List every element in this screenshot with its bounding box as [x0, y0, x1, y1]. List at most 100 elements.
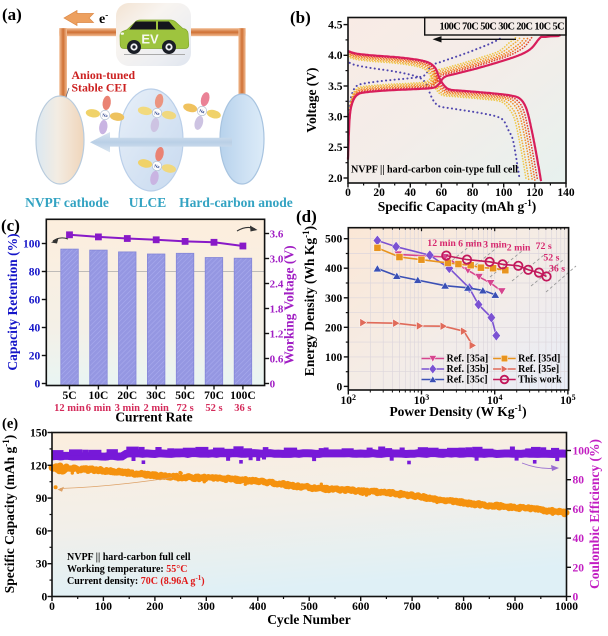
svg-text:2 min: 2 min [507, 243, 531, 254]
svg-text:Energy Density (Wh Kg-1): Energy Density (Wh Kg-1) [301, 226, 317, 376]
svg-text:Ref. [35d]: Ref. [35d] [518, 354, 560, 365]
svg-text:ULCE: ULCE [129, 195, 167, 210]
svg-text:1.2: 1.2 [270, 329, 284, 341]
svg-text:(d): (d) [296, 207, 317, 226]
svg-text:Specific Capacity (mAh g-1): Specific Capacity (mAh g-1) [378, 198, 537, 214]
svg-text:400: 400 [325, 263, 343, 275]
svg-text:100C 70C 50C 30C 20C 10C 5C: 100C 70C 50C 30C 20C 10C 5C [440, 22, 565, 33]
svg-text:Hard-carbon anode: Hard-carbon anode [179, 195, 293, 210]
svg-text:500: 500 [301, 601, 319, 613]
svg-text:1.8: 1.8 [270, 304, 284, 316]
svg-text:0: 0 [270, 379, 276, 391]
svg-text:2.4: 2.4 [270, 279, 284, 291]
svg-text:NVPF || hard-carbon coin-type: NVPF || hard-carbon coin-type full cell [351, 165, 518, 176]
svg-text:(c): (c) [1, 216, 20, 235]
svg-text:60: 60 [36, 526, 48, 538]
svg-text:10C: 10C [88, 390, 108, 402]
svg-text:Anion-tuned: Anion-tuned [72, 68, 136, 82]
svg-text:20C: 20C [117, 390, 137, 402]
svg-text:e-: e- [99, 10, 108, 27]
svg-text:2 min: 2 min [144, 403, 170, 414]
svg-text:(e): (e) [2, 416, 18, 432]
svg-text:120: 120 [526, 187, 544, 199]
svg-text:80: 80 [29, 267, 41, 279]
svg-text:3 min: 3 min [115, 403, 141, 414]
svg-text:3.0: 3.0 [328, 111, 343, 123]
svg-text:5C: 5C [62, 390, 76, 402]
svg-text:30C: 30C [146, 390, 166, 402]
svg-text:100C: 100C [230, 390, 256, 402]
svg-text:3.0: 3.0 [270, 254, 284, 266]
svg-text:Ref. [35c]: Ref. [35c] [447, 375, 488, 386]
svg-text:0: 0 [35, 379, 41, 391]
svg-text:This work: This work [518, 375, 562, 386]
svg-text:Na: Na [154, 110, 161, 116]
svg-text:500: 500 [325, 234, 343, 246]
svg-text:120: 120 [30, 460, 48, 472]
svg-text:NVPF cathode: NVPF cathode [25, 195, 109, 210]
svg-text:(b): (b) [290, 8, 311, 27]
svg-text:300: 300 [325, 293, 343, 305]
svg-text:400: 400 [249, 601, 267, 613]
svg-text:12 min: 12 min [427, 238, 456, 249]
svg-text:80: 80 [573, 475, 585, 487]
svg-text:Working Voltage (V): Working Voltage (V) [282, 245, 297, 364]
svg-text:2.0: 2.0 [328, 173, 343, 185]
svg-text:200: 200 [325, 322, 343, 334]
svg-text:1000: 1000 [555, 601, 578, 613]
svg-text:3 min: 3 min [483, 240, 507, 251]
svg-text:80: 80 [467, 187, 479, 199]
svg-text:Coulombic Efficiency (%): Coulombic Efficiency (%) [587, 439, 602, 589]
svg-text:300: 300 [198, 601, 216, 613]
svg-text:6 min: 6 min [458, 239, 482, 250]
svg-text:30: 30 [36, 559, 48, 571]
svg-text:72 s: 72 s [536, 241, 552, 252]
svg-text:40: 40 [29, 323, 41, 335]
svg-text:Stable CEI: Stable CEI [72, 81, 128, 95]
svg-text:Working temperature: 55°C: Working temperature: 55°C [67, 564, 187, 575]
svg-text:40: 40 [405, 187, 417, 199]
svg-text:0: 0 [337, 381, 343, 393]
svg-text:0.6: 0.6 [270, 354, 284, 366]
svg-text:0: 0 [42, 592, 48, 604]
svg-text:800: 800 [455, 601, 473, 613]
svg-text:NVPF || hard-carbon full cell: NVPF || hard-carbon full cell [67, 552, 191, 563]
svg-text:105: 105 [560, 393, 576, 408]
svg-text:100: 100 [495, 187, 513, 199]
svg-text:6 min: 6 min [86, 403, 112, 414]
svg-text:(a): (a) [2, 5, 22, 24]
svg-text:12 min: 12 min [54, 403, 85, 414]
svg-text:Specific Capacity (mAh g-1): Specific Capacity (mAh g-1) [1, 435, 17, 594]
svg-text:140: 140 [557, 187, 575, 199]
svg-text:EV: EV [141, 32, 159, 47]
svg-text:700: 700 [403, 601, 421, 613]
svg-text:3.5: 3.5 [328, 81, 343, 93]
svg-text:52 s: 52 s [543, 253, 559, 264]
svg-text:Current density: 70C (8.96A g-: Current density: 70C (8.96A g-1) [67, 574, 205, 587]
svg-text:100: 100 [23, 239, 41, 251]
svg-text:Na: Na [199, 108, 206, 114]
svg-text:Ref. [35a]: Ref. [35a] [447, 354, 489, 365]
svg-text:2.5: 2.5 [328, 142, 343, 154]
svg-text:20: 20 [573, 562, 585, 574]
svg-text:Power Density (W Kg-1): Power Density (W Kg-1) [389, 403, 526, 419]
svg-text:36 s: 36 s [549, 264, 565, 275]
svg-text:0: 0 [345, 187, 351, 199]
svg-text:Capacity Retention (%): Capacity Retention (%) [5, 233, 20, 370]
svg-text:900: 900 [506, 601, 524, 613]
svg-text:Na: Na [154, 163, 161, 169]
svg-text:Na: Na [102, 112, 109, 118]
svg-text:Voltage (V): Voltage (V) [304, 67, 319, 132]
svg-text:90: 90 [36, 493, 48, 505]
svg-text:Cycle Number: Cycle Number [267, 612, 351, 627]
svg-text:36 s: 36 s [234, 403, 251, 414]
svg-text:200: 200 [146, 601, 164, 613]
svg-text:52 s: 52 s [205, 403, 222, 414]
svg-text:4.0: 4.0 [328, 50, 343, 62]
svg-text:150: 150 [30, 428, 48, 440]
svg-text:40: 40 [573, 533, 585, 545]
svg-text:20: 20 [29, 351, 41, 363]
svg-text:Current Rate: Current Rate [115, 410, 192, 425]
svg-text:72 s: 72 s [176, 403, 193, 414]
svg-text:3.6: 3.6 [270, 229, 284, 241]
